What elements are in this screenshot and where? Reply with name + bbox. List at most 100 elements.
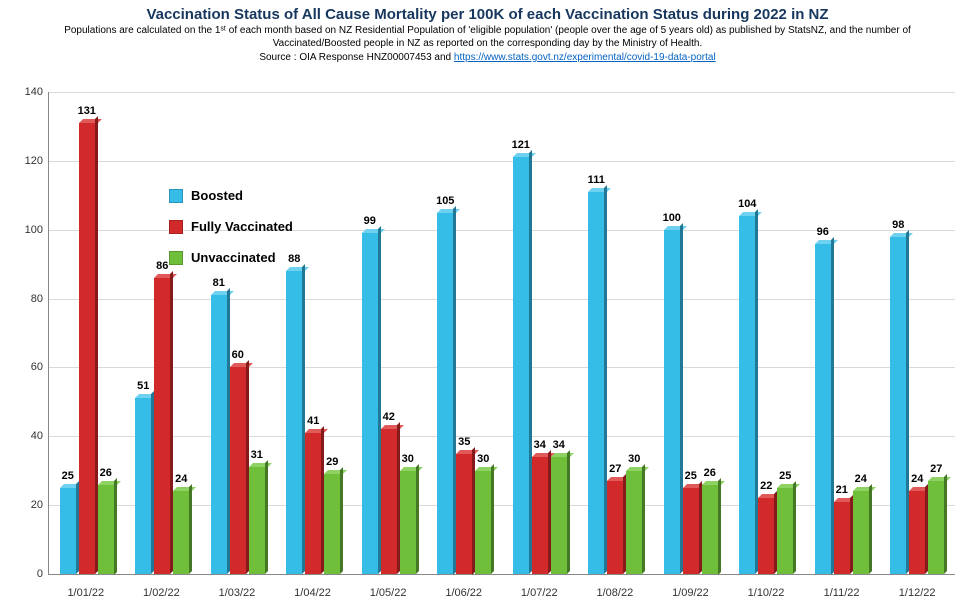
bar-group: 104 22 25: [729, 92, 805, 574]
value-label: 34: [534, 439, 546, 451]
value-label: 60: [232, 349, 244, 361]
bar: 30: [626, 471, 642, 574]
bar-group: 2513126: [49, 92, 125, 574]
bar-group: 105 35 30: [427, 92, 503, 574]
bar: 26: [98, 485, 114, 575]
value-label: 22: [760, 480, 772, 492]
chart-subtitle: Populations are calculated on the 1ˢᵗ of…: [0, 25, 975, 50]
value-label: 25: [62, 470, 74, 482]
bar: 86: [154, 278, 170, 574]
value-label: 111: [588, 174, 605, 186]
value-label: 100: [663, 212, 681, 224]
bar-wrap: 34: [551, 92, 567, 574]
bar-wrap: 51: [135, 92, 151, 574]
bar: 99: [362, 233, 378, 574]
value-label: 105: [436, 195, 454, 207]
legend-label: Boosted: [191, 188, 243, 203]
bar-group: 1112730: [578, 92, 654, 574]
y-tick-label: 20: [31, 499, 49, 511]
bar-wrap: 24: [853, 92, 869, 574]
value-label: 30: [628, 453, 640, 465]
bar: 24: [173, 491, 189, 574]
bar-wrap: 41: [305, 92, 321, 574]
value-label: 35: [458, 436, 470, 448]
value-label: 41: [307, 415, 319, 427]
bar-groups: 2513126518624816031884129994230105353012…: [49, 92, 955, 574]
bar: 25: [683, 488, 699, 574]
x-axis-labels: 1/01/221/02/221/03/221/04/221/05/221/06/…: [48, 587, 955, 599]
x-tick-label: 1/07/22: [501, 587, 577, 599]
bar-group: 96 21 24: [804, 92, 880, 574]
bar-group: 994230: [351, 92, 427, 574]
value-label: 25: [779, 470, 791, 482]
x-tick-label: 1/04/22: [275, 587, 351, 599]
bar-wrap: 88: [286, 92, 302, 574]
value-label: 29: [326, 456, 338, 468]
bar-group: 518624: [125, 92, 201, 574]
y-tick-label: 100: [25, 224, 49, 236]
value-label: 34: [553, 439, 565, 451]
bar-wrap: 22: [758, 92, 774, 574]
bar: 26: [702, 485, 718, 575]
bar: 34: [532, 457, 548, 574]
bar: 25: [60, 488, 76, 574]
source-prefix: Source : OIA Response HNZ00007453 and: [259, 52, 454, 63]
legend-label: Unvaccinated: [191, 250, 276, 265]
x-tick-label: 1/03/22: [199, 587, 275, 599]
bar-wrap: 42: [381, 92, 397, 574]
value-label: 21: [836, 484, 848, 496]
source-link[interactable]: https://www.stats.govt.nz/experimental/c…: [454, 52, 716, 63]
bar-wrap: 31: [249, 92, 265, 574]
legend-item: Unvaccinated: [169, 250, 293, 265]
bar: 27: [607, 481, 623, 574]
bar-wrap: 121: [513, 92, 529, 574]
x-tick-label: 1/10/22: [728, 587, 804, 599]
bar-wrap: 24: [909, 92, 925, 574]
bar: 34: [551, 457, 567, 574]
y-tick-label: 0: [37, 568, 49, 580]
bar-wrap: 25: [60, 92, 76, 574]
bar-wrap: 98: [890, 92, 906, 574]
value-label: 96: [817, 226, 829, 238]
x-tick-label: 1/11/22: [804, 587, 880, 599]
bar: 35: [456, 454, 472, 575]
x-tick-label: 1/06/22: [426, 587, 502, 599]
bar: 96: [815, 244, 831, 575]
value-label: 99: [364, 215, 376, 227]
y-tick-label: 60: [31, 361, 49, 373]
bar-wrap: 29: [324, 92, 340, 574]
bar-wrap: 96: [815, 92, 831, 574]
bar-wrap: 25: [777, 92, 793, 574]
bar-wrap: 105: [437, 92, 453, 574]
bar: 41: [305, 433, 321, 574]
x-tick-label: 1/12/22: [879, 587, 955, 599]
bar: 25: [777, 488, 793, 574]
x-tick-label: 1/08/22: [577, 587, 653, 599]
value-label: 24: [911, 473, 923, 485]
legend-item: Boosted: [169, 188, 293, 203]
bar: 29: [324, 474, 340, 574]
value-label: 26: [100, 467, 112, 479]
bar-wrap: 30: [400, 92, 416, 574]
value-label: 24: [175, 473, 187, 485]
value-label: 30: [477, 453, 489, 465]
value-label: 131: [78, 105, 96, 117]
y-tick-label: 140: [25, 86, 49, 98]
value-label: 31: [251, 449, 263, 461]
bar: 121: [513, 157, 529, 574]
bar-wrap: 26: [702, 92, 718, 574]
bar: 111: [588, 192, 604, 574]
value-label: 86: [156, 260, 168, 272]
y-tick-label: 80: [31, 293, 49, 305]
bar: 131: [79, 123, 95, 574]
value-label: 104: [738, 198, 756, 210]
value-label: 51: [137, 380, 149, 392]
x-tick-label: 1/05/22: [350, 587, 426, 599]
bar-wrap: 24: [173, 92, 189, 574]
legend-swatch: [169, 189, 183, 203]
plot-area: 2513126518624816031884129994230105353012…: [48, 92, 955, 575]
bar: 81: [211, 295, 227, 574]
bar: 27: [928, 481, 944, 574]
chart-source: Source : OIA Response HNZ00007453 and ht…: [0, 52, 975, 63]
bar-wrap: 25: [683, 92, 699, 574]
